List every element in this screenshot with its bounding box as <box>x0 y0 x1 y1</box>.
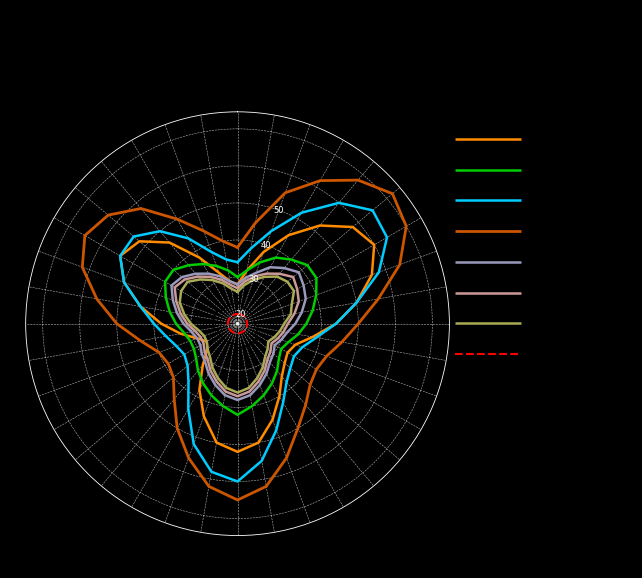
Text: PM10 2013: PM10 2013 <box>529 257 590 267</box>
Text: PM10 2011: PM10 2011 <box>529 195 590 205</box>
Text: Concentratiewindroos van PM: Concentratiewindroos van PM <box>133 19 390 34</box>
Text: PM10 2009: PM10 2009 <box>529 134 590 144</box>
Text: 50: 50 <box>273 206 284 214</box>
Text: 20: 20 <box>236 310 246 319</box>
Text: 30: 30 <box>248 275 259 284</box>
Text: PM10 2012: PM10 2012 <box>529 226 590 236</box>
Text: 10: 10 <box>378 29 394 39</box>
Text: op meetstation Blaarpeelweg: op meetstation Blaarpeelweg <box>135 48 388 63</box>
Text: PM10 2010: PM10 2010 <box>529 165 590 175</box>
Text: PM10 2008: PM10 2008 <box>529 103 590 113</box>
Text: nullijn: nullijn <box>529 349 576 359</box>
Text: (periode van 1 januari  2008 tot en met 31  december 2015): (periode van 1 januari 2008 tot en met 3… <box>114 79 410 89</box>
Text: PM10 2014: PM10 2014 <box>529 288 590 298</box>
Text: PM10 2015: PM10 2015 <box>529 318 590 328</box>
Text: 40: 40 <box>261 240 272 250</box>
